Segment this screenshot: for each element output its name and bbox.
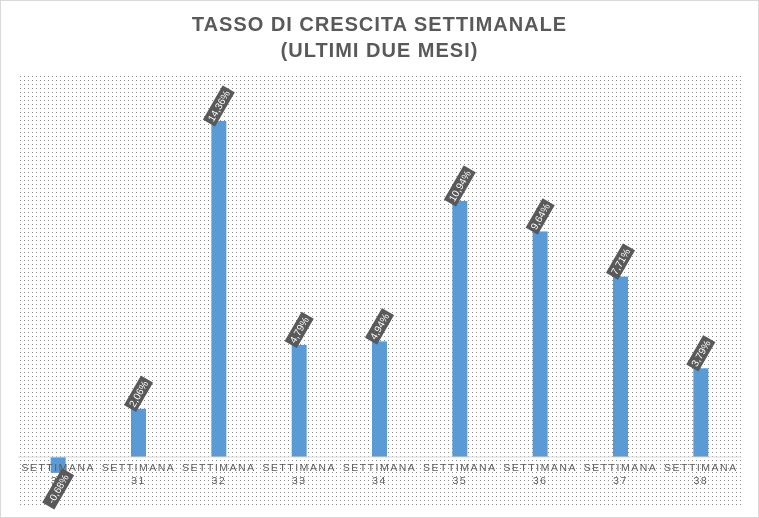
x-tick-label: SETTIMANA 33 <box>262 462 336 487</box>
x-tick-label: SETTIMANA 36 <box>503 462 577 487</box>
bar-36 <box>532 231 548 457</box>
bar-38 <box>693 368 709 457</box>
bar-37 <box>613 276 628 457</box>
x-tick-label: SETTIMANA 35 <box>423 462 497 487</box>
bar-34 <box>372 341 387 457</box>
x-tick-label: SETTIMANA 37 <box>584 462 658 487</box>
x-tick-label: SETTIMANA 31 <box>102 462 176 487</box>
x-tick-label: SETTIMANA 32 <box>182 462 256 487</box>
x-tick-label: SETTIMANA 38 <box>664 462 738 487</box>
bar-32 <box>211 120 227 457</box>
chart-title-line-2: (ULTIMI DUE MESI) <box>280 40 479 62</box>
chart-title: TASSO DI CRESCITA SETTIMANALE (ULTIMI DU… <box>0 12 759 64</box>
bar-35 <box>452 201 468 457</box>
x-tick-label: SETTIMANA 34 <box>343 462 417 487</box>
bar-33 <box>291 344 307 457</box>
bar-31 <box>131 408 146 457</box>
chart-title-line-1: TASSO DI CRESCITA SETTIMANALE <box>191 14 568 36</box>
